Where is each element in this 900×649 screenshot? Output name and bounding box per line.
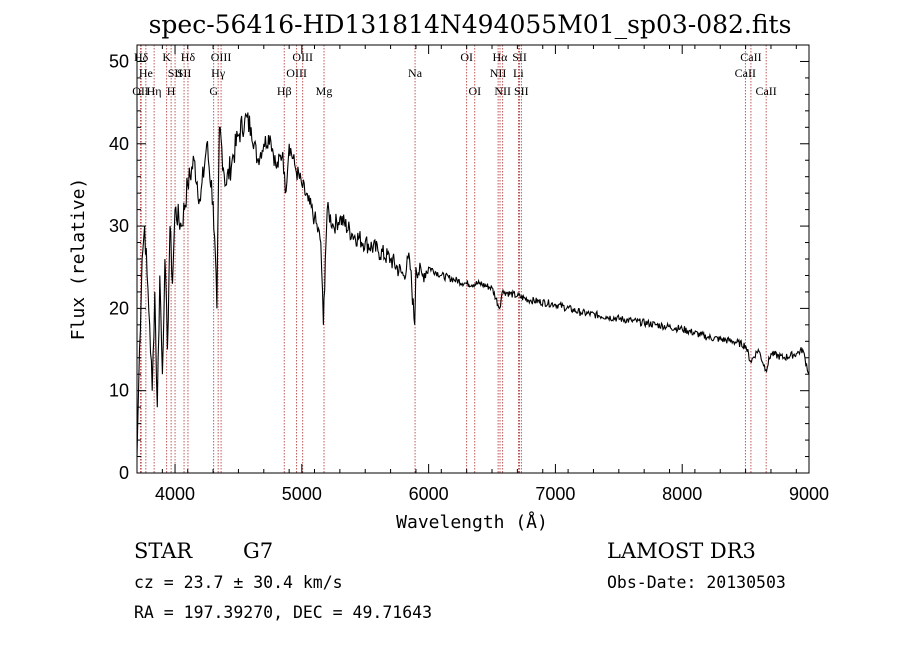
flux-series-line	[136, 112, 810, 457]
spectral-line-label: Hγ	[211, 66, 226, 80]
spectral-line-label: NII	[490, 66, 507, 80]
spectral-line-label: OIII	[292, 50, 313, 64]
chart-title: spec-56416-HD131814N494055M01_sp03-082.f…	[149, 10, 792, 39]
y-tick-label: 20	[109, 298, 129, 318]
spectral-line-label: OIII	[286, 66, 307, 80]
spectral-line-label: CaII	[755, 84, 776, 98]
spectral-line-markers	[140, 45, 767, 473]
x-tick-label: 7000	[535, 484, 575, 504]
redshift-value: cz = 23.7 ± 30.4 km/s	[134, 573, 343, 592]
y-axis-ticks: 0 10 20 30 40 50	[109, 51, 809, 483]
spectral-line-label: SII	[168, 66, 183, 80]
spectral-line-label: SII	[177, 66, 192, 80]
spectral-line-label: Hβ	[277, 84, 292, 98]
x-tick-label: 5000	[282, 484, 322, 504]
spectral-line-label: Na	[408, 66, 423, 80]
spectral-line-label: NII	[494, 84, 511, 98]
spectral-line-label: CaII	[740, 50, 761, 64]
spectral-line-label: CaII	[735, 66, 756, 80]
survey-name: LAMOST DR3	[607, 539, 756, 563]
spectral-line-label: OII	[132, 84, 149, 98]
spectral-line-label: Hδ	[181, 50, 196, 64]
coordinates: RA = 197.39270, DEC = 49.71643	[134, 603, 432, 622]
plot-frame	[136, 44, 810, 474]
y-axis-label: Flux (relative)	[68, 178, 89, 341]
object-class: STAR	[134, 539, 193, 563]
x-tick-label: 4000	[155, 484, 195, 504]
object-subclass: G7	[243, 539, 273, 563]
spectral-line-label: Hα	[493, 50, 509, 64]
spectral-line-label: SII	[512, 50, 527, 64]
spectral-line-label: He	[139, 66, 153, 80]
observation-date: Obs-Date: 20130503	[607, 573, 786, 592]
spectral-line-label: Mg	[316, 84, 333, 98]
spectral-line-label: H	[167, 84, 176, 98]
spectral-line-label: Hη	[147, 84, 162, 98]
y-tick-label: 10	[109, 381, 129, 401]
spectral-line-label: OI	[460, 50, 473, 64]
y-tick-label: 40	[109, 134, 129, 154]
spectral-line-label: Hδ	[134, 50, 149, 64]
y-tick-label: 0	[119, 463, 129, 483]
spectral-line-label: OIII	[211, 50, 232, 64]
spectral-line-label: K	[162, 50, 171, 64]
spectral-line-label: Li	[513, 66, 524, 80]
y-tick-label: 30	[109, 216, 129, 236]
x-tick-label: 8000	[662, 484, 702, 504]
x-axis-label: Wavelength (Å)	[396, 511, 548, 533]
spectral-line-label: OI	[468, 84, 481, 98]
spectral-line-label: G	[209, 84, 218, 98]
spectral-line-label: SII	[514, 84, 529, 98]
x-axis-ticks: 4000 5000 6000 7000 8000 9000	[136, 45, 829, 504]
x-tick-label: 9000	[789, 484, 829, 504]
x-tick-label: 6000	[409, 484, 449, 504]
y-tick-label: 50	[109, 51, 129, 71]
